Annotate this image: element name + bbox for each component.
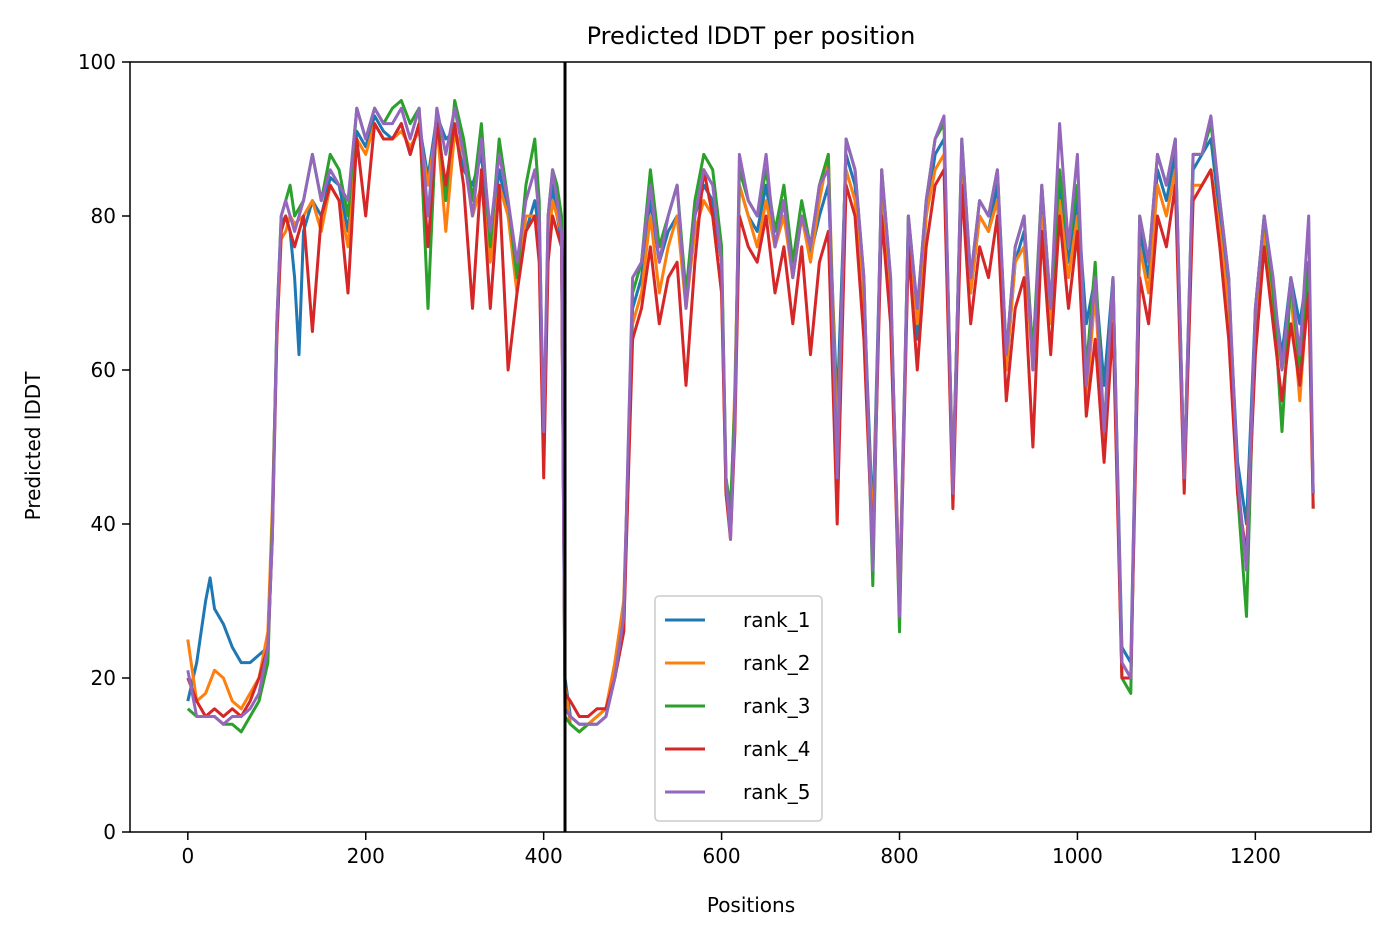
series-line-rank-5	[186, 106, 1315, 726]
chart-title: Predicted lDDT per position	[587, 22, 916, 50]
x-tick-label: 400	[525, 844, 563, 868]
x-tick-label: 200	[347, 844, 385, 868]
x-tick-label: 1200	[1230, 844, 1281, 868]
legend-label: rank_1	[743, 608, 810, 632]
y-tick-label: 100	[78, 50, 116, 74]
legend-label: rank_5	[743, 780, 810, 804]
series-layer	[186, 99, 1315, 734]
plot-frame	[129, 61, 1372, 833]
legend-box	[654, 595, 823, 822]
x-tick-label: 800	[880, 844, 918, 868]
y-tick-label: 0	[103, 820, 116, 844]
y-axis: 0 20 40 60 80 100	[78, 50, 130, 844]
x-axis-label: Positions	[707, 893, 795, 917]
plot-area	[129, 61, 1372, 833]
y-tick-label: 20	[91, 666, 116, 690]
legend-label: rank_4	[743, 737, 810, 761]
x-tick-label: 600	[702, 844, 740, 868]
y-tick-label: 60	[91, 358, 116, 382]
legend-label: rank_2	[743, 651, 810, 675]
x-axis: 0 200 400 600 800 1000 1200	[181, 832, 1281, 868]
legend-label: rank_3	[743, 694, 810, 718]
x-tick-label: 0	[181, 844, 194, 868]
y-tick-label: 80	[91, 204, 116, 228]
y-tick-label: 40	[91, 512, 116, 536]
y-axis-label: Predicted lDDT	[21, 371, 45, 521]
legend: rank_1 rank_2 rank_3 rank_4 rank_5	[654, 595, 823, 822]
x-tick-label: 1000	[1052, 844, 1103, 868]
